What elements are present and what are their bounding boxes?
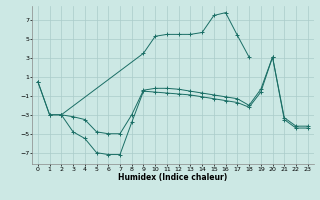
X-axis label: Humidex (Indice chaleur): Humidex (Indice chaleur) [118,173,228,182]
